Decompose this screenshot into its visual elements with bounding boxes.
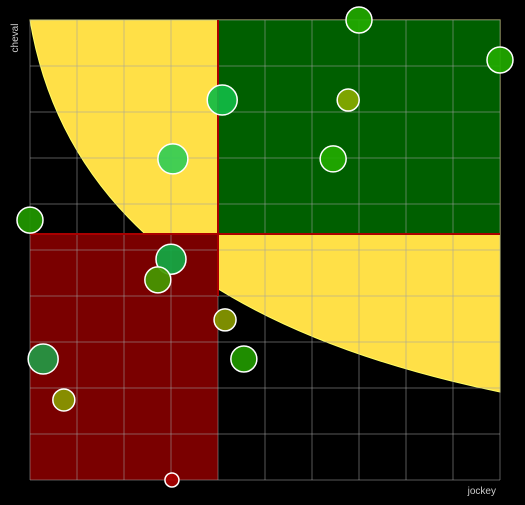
bubble: [213, 308, 237, 332]
bubble: [486, 46, 514, 74]
bubble: [155, 243, 187, 275]
bubble: [157, 143, 189, 175]
bubble: [52, 388, 76, 412]
bubble: [230, 345, 258, 373]
grid: [29, 19, 501, 481]
y-axis-label: cheval: [10, 24, 21, 53]
bubbles: [16, 6, 514, 488]
bubble: [206, 84, 238, 116]
bubble: [27, 343, 59, 375]
bubble: [164, 472, 180, 488]
x-axis-label: jockey: [467, 486, 496, 497]
bubble: [16, 206, 44, 234]
bubble: [319, 145, 347, 173]
bubble: [345, 6, 373, 34]
bubble: [144, 266, 172, 294]
bubble: [336, 88, 360, 112]
